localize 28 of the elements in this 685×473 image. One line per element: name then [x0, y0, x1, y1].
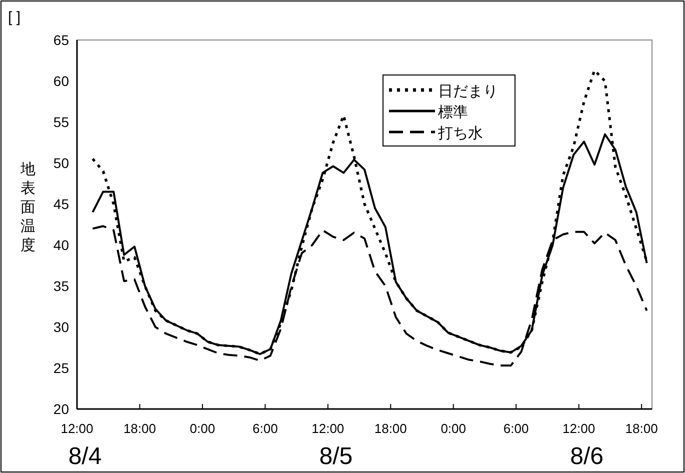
y-tick-label: 60 — [53, 73, 70, 89]
text: [ ] — [8, 9, 21, 26]
legend-label: 日だまり — [438, 83, 498, 100]
y-tick-label: 30 — [53, 319, 70, 335]
x-tick-label: 18:00 — [374, 421, 407, 436]
y-axis-title: 地表面温度 — [20, 161, 36, 254]
text: 8/4 — [68, 443, 102, 470]
x-tick-label: 12:00 — [60, 421, 94, 436]
x-tick-label: 0:00 — [440, 421, 466, 436]
y-tick-label: 55 — [53, 114, 70, 130]
x-tick-label: 18:00 — [625, 421, 658, 436]
y-tick-label: 20 — [53, 401, 70, 417]
x-tick-label: 6:00 — [503, 421, 529, 436]
y-tick-label: 45 — [53, 196, 70, 212]
x-tick-label: 6:00 — [252, 421, 278, 436]
legend-label: 打ち水 — [437, 125, 483, 142]
y-tick-label: 35 — [53, 278, 70, 294]
x-tick-label: 12:00 — [312, 421, 344, 436]
y-tick-label: 65 — [53, 32, 70, 48]
text: 8/5 — [319, 443, 353, 470]
y-tick-label: 50 — [53, 155, 70, 171]
x-tick-label: 18:00 — [123, 421, 156, 436]
y-tick-label: 40 — [53, 237, 70, 253]
x-tick-label: 0:00 — [190, 421, 216, 436]
y-tick-label: 25 — [53, 360, 70, 376]
legend-label: 標準 — [438, 104, 468, 121]
x-tick-label: 12:00 — [562, 421, 596, 436]
text: 8/6 — [570, 443, 604, 470]
